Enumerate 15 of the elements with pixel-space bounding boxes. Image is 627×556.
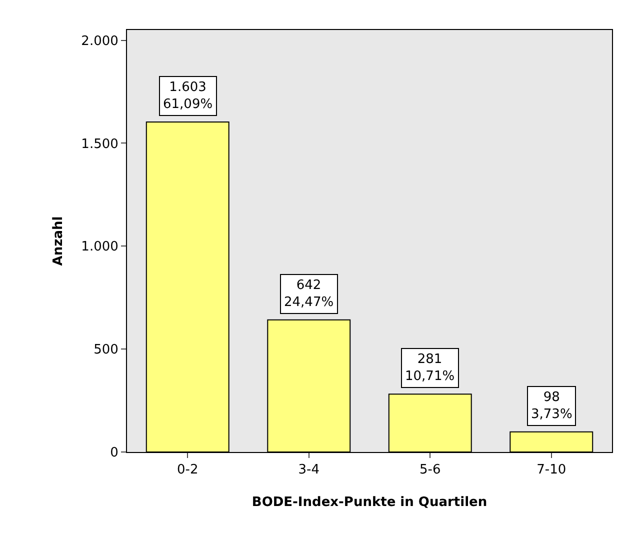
data-label: 642 24,47%: [284, 278, 334, 310]
data-label: 281 10,71%: [405, 352, 455, 384]
data-label: 1.603 61,09%: [163, 80, 213, 112]
x-tick-label: 5-6: [420, 462, 441, 478]
y-tick-label: 500: [94, 342, 118, 358]
y-tick-label: 2.000: [81, 34, 118, 49]
y-tick-label: 1.000: [81, 240, 118, 255]
y-tick-label: 0: [110, 446, 118, 461]
x-tick-label: 3-4: [298, 462, 320, 478]
y-axis-title: Anzahl: [51, 216, 66, 266]
x-axis-title: BODE-Index-Punkte in Quartilen: [252, 495, 488, 510]
y-tick-label: 1.500: [81, 136, 118, 152]
x-tick-label: 0-2: [177, 462, 198, 478]
x-tick-label: 7-10: [536, 462, 566, 478]
data-label: 98 3,73%: [531, 390, 572, 422]
